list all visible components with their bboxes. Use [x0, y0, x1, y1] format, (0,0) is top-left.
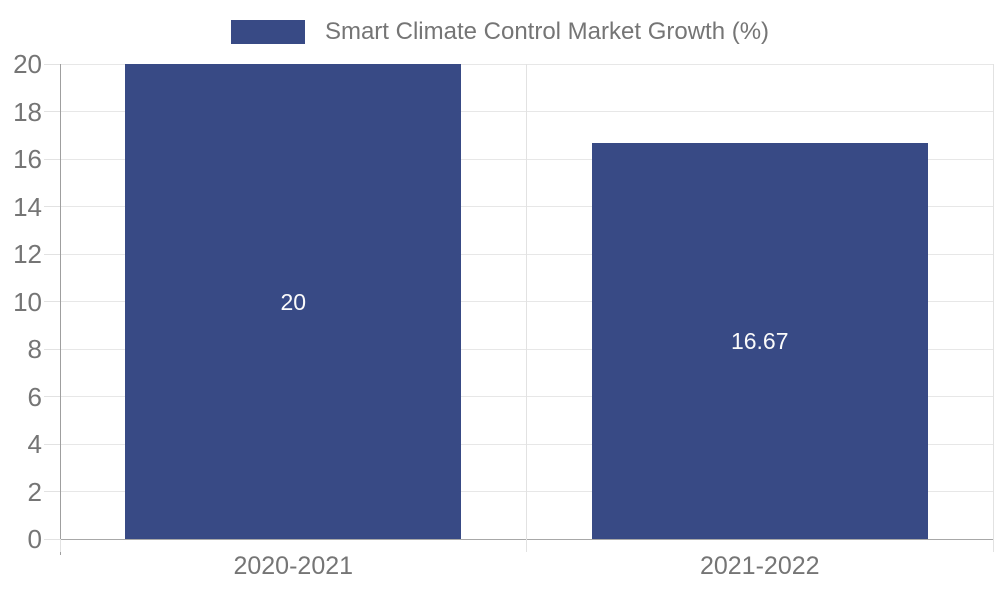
y-tick-label: 4 [27, 429, 42, 459]
y-tick-mark [44, 111, 60, 112]
y-tick-label: 16 [13, 144, 42, 174]
bar-value-label: 20 [280, 288, 307, 315]
y-tick-mark [44, 253, 60, 255]
y-tick-label: 18 [13, 96, 42, 127]
y-tick-mark [44, 348, 60, 350]
bar-2021-2022[interactable] [591, 143, 928, 539]
y-tick-label: 6 [27, 381, 42, 412]
x-tick-mark [526, 539, 527, 552]
y-tick-mark [44, 206, 60, 207]
gridline-v [992, 64, 994, 539]
y-tick-label: 0 [27, 524, 42, 554]
bar-2020-2021[interactable] [125, 64, 462, 539]
y-tick-label: 14 [13, 191, 42, 222]
gridline-v [526, 64, 527, 539]
x-tick-label: 2021-2022 [699, 552, 820, 580]
y-tick-mark [44, 158, 60, 160]
bar-value-label: 16.67 [730, 328, 789, 355]
y-tick-mark [44, 396, 60, 397]
y-tick-label: 10 [13, 286, 42, 317]
x-axis-line [60, 539, 994, 540]
x-tick-mark [59, 539, 61, 552]
legend[interactable]: Smart Climate Control Market Growth (%) [0, 18, 1000, 46]
y-tick-mark [44, 443, 60, 445]
legend-label: Smart Climate Control Market Growth (%) [324, 18, 770, 45]
y-tick-mark [44, 538, 60, 540]
y-tick-label: 2 [27, 476, 42, 507]
x-tick-mark [992, 539, 994, 552]
legend-swatch [230, 20, 305, 44]
y-tick-label: 12 [13, 239, 42, 269]
y-tick-mark [44, 63, 60, 65]
y-tick-label: 8 [27, 334, 42, 364]
y-tick-mark [44, 491, 60, 492]
x-tick-label: 2020-2021 [233, 552, 354, 580]
plot-area: 20 16.67 [60, 63, 994, 539]
y-tick-label: 20 [13, 49, 42, 79]
y-axis-line [60, 64, 61, 555]
y-tick-mark [44, 301, 60, 302]
